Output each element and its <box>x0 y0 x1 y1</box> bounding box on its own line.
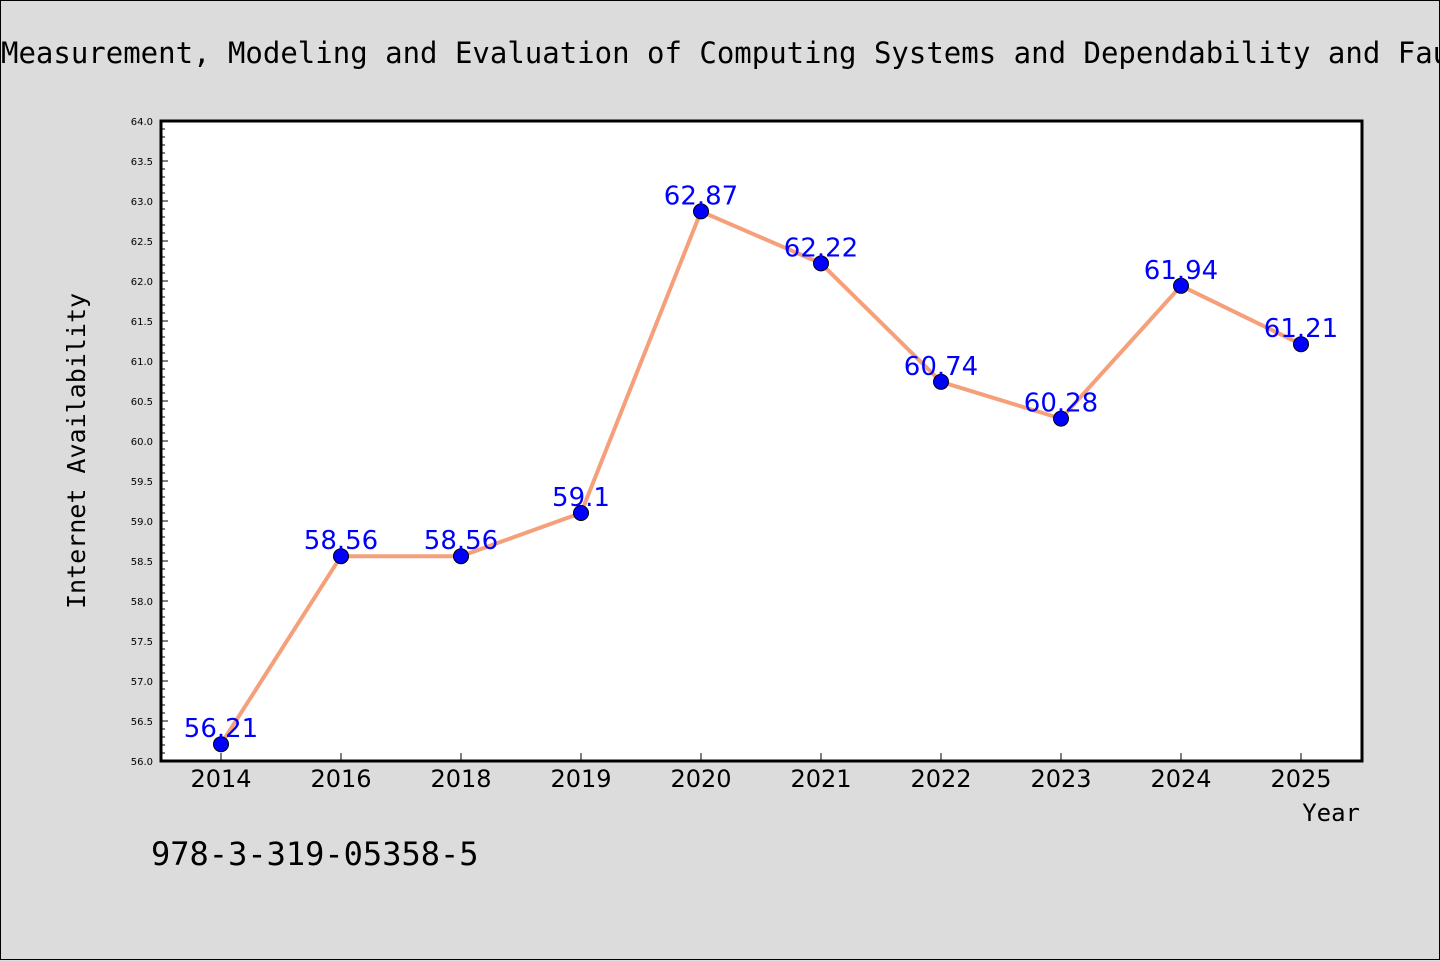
y-tick-label: 56.5 <box>131 717 153 728</box>
plot-area <box>159 119 1364 763</box>
x-tick-label: 2024 <box>1150 765 1211 793</box>
y-axis-label: Internet Availability <box>62 293 91 609</box>
x-tick-label: 2019 <box>550 765 611 793</box>
x-axis: 2014 2016 2018 2019 2020 2021 2022 2023 2024 2025 <box>190 753 1332 793</box>
data-point <box>573 505 589 521</box>
y-tick-label: 63.0 <box>131 197 153 208</box>
y-tick-label: 57.0 <box>131 677 153 688</box>
data-label: 59.1 <box>552 483 610 513</box>
series-group <box>213 203 1309 753</box>
y-tick-label: 61.0 <box>131 357 153 368</box>
y-tick-label: 59.5 <box>131 477 153 488</box>
x-tick-label: 2016 <box>310 765 371 793</box>
y-tick-label: 62.0 <box>131 277 153 288</box>
y-tick-label: 57.5 <box>131 637 153 648</box>
data-label: 60.74 <box>904 352 978 382</box>
data-label: 62.87 <box>664 181 738 211</box>
data-point <box>453 548 469 565</box>
y-tick-label: 61.5 <box>131 317 153 328</box>
data-point <box>933 373 949 390</box>
y-tick-label: 58.5 <box>131 557 153 568</box>
y-tick-label: 60.5 <box>131 397 153 408</box>
x-tick-label: 2018 <box>430 765 491 793</box>
data-label: 60.28 <box>1024 389 1098 419</box>
data-label: 58.56 <box>424 526 498 556</box>
data-label: 56.21 <box>184 714 258 744</box>
data-point <box>693 203 709 220</box>
series-line <box>219 209 1302 746</box>
data-point <box>213 736 229 753</box>
data-point <box>333 548 349 565</box>
data-point <box>1293 336 1309 353</box>
data-label: 61.21 <box>1264 314 1338 344</box>
data-point <box>813 255 829 272</box>
isbn-annotation: 978-3-319-05358-5 <box>151 835 479 873</box>
chart-title: Measurement, Modeling and Evaluation of … <box>1 36 1440 70</box>
y-tick-label: 56.0 <box>131 757 153 768</box>
data-label: 61.94 <box>1144 256 1218 286</box>
x-tick-label: 2020 <box>670 765 731 793</box>
x-axis-label: Year <box>1302 799 1360 827</box>
y-tick-label: 63.5 <box>131 157 153 168</box>
x-tick-label: 2025 <box>1270 765 1331 793</box>
data-label: 58.56 <box>304 526 378 556</box>
y-tick-label: 64.0 <box>131 117 153 128</box>
y-tick-label: 58.0 <box>131 597 153 608</box>
data-point <box>1173 277 1189 294</box>
y-axis: 56.0 56.5 57.0 57.5 58.0 58.5 59.0 59.5 60.0 60.5… <box>131 117 168 768</box>
x-tick-label: 2021 <box>790 765 851 793</box>
data-point <box>1053 410 1069 427</box>
x-tick-label: 2023 <box>1030 765 1091 793</box>
y-tick-label: 60.0 <box>131 437 153 448</box>
y-tick-label: 59.0 <box>131 517 153 528</box>
data-labels: 56.21 58.56 58.56 59.1 62.87 62.22 60.74 60.28 6… <box>184 181 1338 744</box>
data-label: 62.22 <box>784 233 858 263</box>
x-tick-label: 2022 <box>910 765 971 793</box>
y-tick-label: 62.5 <box>131 237 153 248</box>
x-tick-label: 2014 <box>190 765 251 793</box>
